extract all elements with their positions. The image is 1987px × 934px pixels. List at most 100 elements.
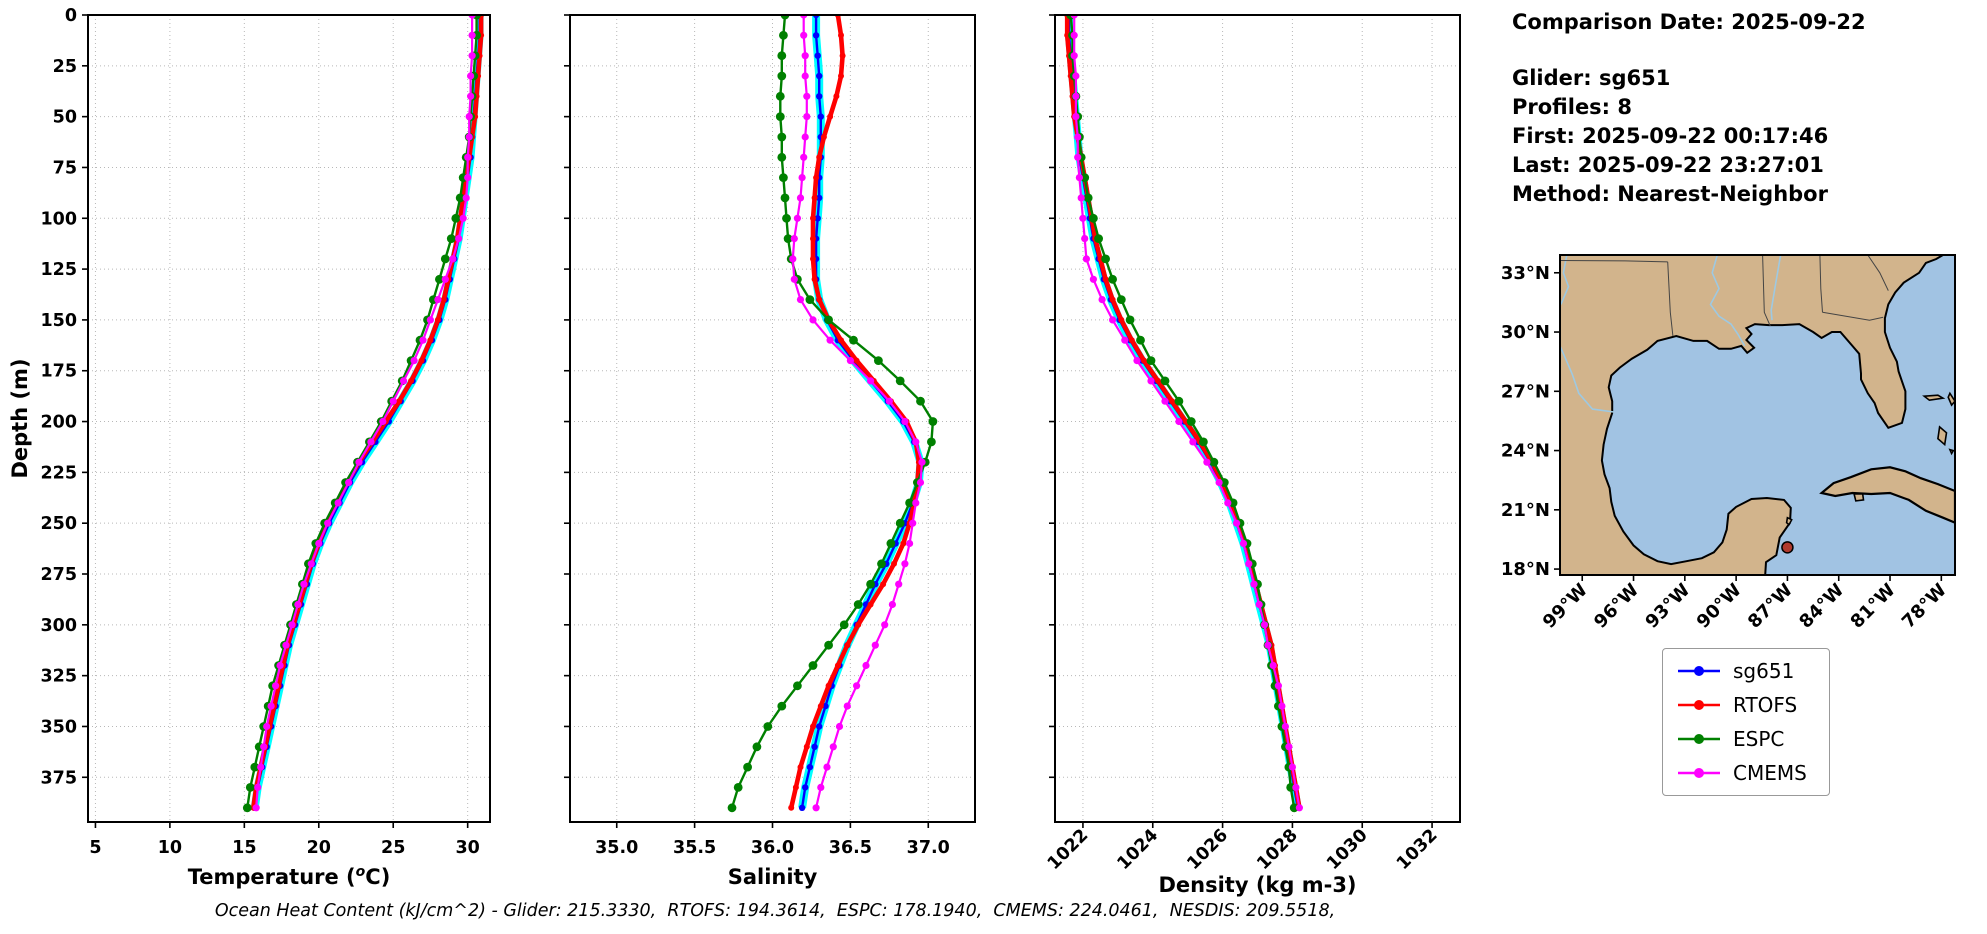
ESPC-line: [730, 15, 935, 809]
ohc-footer-note: Ocean Heat Content (kJ/cm^2) - Glider: 2…: [214, 901, 1336, 921]
legend-line-marker-RTOFS: [1678, 700, 1720, 710]
map-lon-tick-label: 84°W: [1795, 580, 1848, 633]
legend: sg651 RTOFS ESPC CMEMS: [1662, 648, 1830, 796]
small-island: [1853, 493, 1865, 502]
depth-tick-label: 350: [40, 717, 77, 737]
legend-label-sg651: sg651: [1733, 659, 1795, 683]
RTOFS-markers: [250, 15, 485, 811]
sg651-line: [1067, 15, 1299, 809]
info-gap: [1512, 37, 1866, 64]
last-profile-time-text: Last: 2025-09-22 23:27:01: [1512, 153, 1824, 177]
glider-location-marker: [1781, 541, 1794, 554]
map-frame: [1559, 254, 1956, 576]
profiles-count-text: Profiles: 8: [1512, 95, 1633, 119]
salinity-xtick-label: 37.0: [907, 838, 950, 858]
map-lon-tick-label: 90°W: [1693, 580, 1746, 633]
density-xtick-label: 1022: [1044, 825, 1093, 874]
glider-raw-profiles-line: [1065, 15, 1302, 809]
map-lat-tick-label: 30°N: [1501, 322, 1550, 343]
temperature-xtick-label: 5: [89, 838, 101, 858]
temperature-series: [242, 15, 485, 813]
map-lat-tick-label: 21°N: [1501, 500, 1550, 521]
small-island: [1785, 516, 1793, 526]
sg651-line: [800, 15, 922, 808]
sg651-line: [253, 15, 481, 808]
small-island: [1937, 425, 1948, 447]
temperature-xtick-label: 10: [158, 838, 182, 858]
legend-item-RTOFS: RTOFS: [1676, 693, 1807, 717]
state-border-line: [1560, 260, 1668, 263]
map-lat-tick-label: 18°N: [1501, 559, 1550, 580]
temperature-axes-frame: [87, 14, 491, 823]
CMEMS-markers: [252, 15, 476, 812]
legend-label-ESPC: ESPC: [1733, 727, 1785, 751]
map-lon-tick-label: 99°W: [1539, 580, 1592, 633]
legend-label-RTOFS: RTOFS: [1733, 693, 1798, 717]
depth-tick-label: 300: [40, 616, 77, 636]
sg651-markers: [251, 15, 483, 811]
map-lon-tick-label: 78°W: [1898, 580, 1951, 633]
small-island: [1948, 448, 1955, 456]
first-profile-time-text: First: 2025-09-22 00:17:46: [1512, 124, 1829, 148]
salinity-plot: 35.0 35.5 36.0 36.5 37.0 Salinity: [564, 14, 976, 889]
RTOFS-markers: [1064, 15, 1303, 811]
salinity-axes-frame: [569, 14, 976, 823]
depth-tick-label: 200: [40, 413, 77, 433]
CMEMS-line: [255, 15, 474, 808]
RTOFS-line: [788, 15, 922, 809]
depth-tick-label: 150: [40, 311, 77, 331]
RTOFS-line: [251, 15, 484, 809]
info-panel: Comparison Date: 2025-09-22 Glider: sg65…: [1512, 8, 1866, 209]
CMEMS-markers: [789, 15, 926, 812]
density-series: [1064, 15, 1303, 813]
density-xtick-label: 1032: [1393, 825, 1442, 874]
legend-line-marker-CMEMS: [1678, 768, 1720, 778]
cuba-island: [1819, 466, 1955, 524]
temperature-plot: 5 10 15 20 25 3002550751001251501752002252502…: [40, 6, 491, 889]
depth-tick-label: 325: [40, 667, 77, 687]
CMEMS-line: [791, 15, 924, 809]
small-island: [1947, 391, 1955, 407]
depth-tick-label: 225: [40, 463, 77, 483]
river-line: [1709, 255, 1746, 347]
depth-tick-label: 25: [53, 57, 77, 77]
density-xtick-label: 1030: [1323, 825, 1372, 874]
density-plot: 1022 1024 1026 1028 1030 1032 Density (kg m-3): [1044, 14, 1461, 897]
legend-label-CMEMS: CMEMS: [1733, 761, 1807, 785]
temperature-xtick-label: 25: [381, 838, 405, 858]
legend-line-marker-ESPC: [1678, 734, 1720, 744]
map-lat-tick-label: 33°N: [1501, 263, 1550, 284]
depth-tick-label: 0: [65, 6, 77, 26]
small-island: [1922, 394, 1946, 402]
map-lon-tick-label: 96°W: [1590, 580, 1643, 633]
density-axis-label: Density (kg m-3): [1158, 873, 1356, 897]
depth-tick-label: 250: [40, 514, 77, 534]
legend-line-marker-sg651: [1678, 666, 1720, 676]
north-america-landmass: [1560, 255, 1945, 575]
legend-item-ESPC: ESPC: [1676, 727, 1807, 751]
map-lat-tick-label: 24°N: [1501, 441, 1550, 462]
density-xtick-label: 1026: [1184, 825, 1233, 874]
CMEMS-line: [1073, 15, 1301, 808]
depth-axis-label: Depth (m): [8, 358, 32, 478]
map-lat-tick-label: 27°N: [1501, 381, 1550, 402]
legend-item-sg651: sg651: [1676, 659, 1807, 683]
state-border-line: [1762, 255, 1771, 327]
density-xtick-label: 1028: [1253, 825, 1302, 874]
state-border-line: [1822, 311, 1884, 321]
state-border-line: [1819, 255, 1823, 313]
sg651-markers: [1065, 15, 1301, 811]
ESPC-line: [1069, 15, 1296, 809]
salinity-xtick-label: 36.5: [829, 838, 872, 858]
map-lon-tick-label: 87°W: [1744, 580, 1797, 633]
salinity-xtick-label: 35.0: [595, 838, 638, 858]
RTOFS-line: [1064, 15, 1302, 809]
depth-tick-label: 375: [40, 768, 77, 788]
salinity-xtick-label: 36.0: [751, 838, 794, 858]
depth-tick-label: 75: [53, 158, 77, 178]
map-lon-tick-label: 93°W: [1641, 580, 1694, 633]
map-lon-tick-label: 81°W: [1847, 580, 1900, 633]
depth-tick-label: 100: [40, 209, 77, 229]
